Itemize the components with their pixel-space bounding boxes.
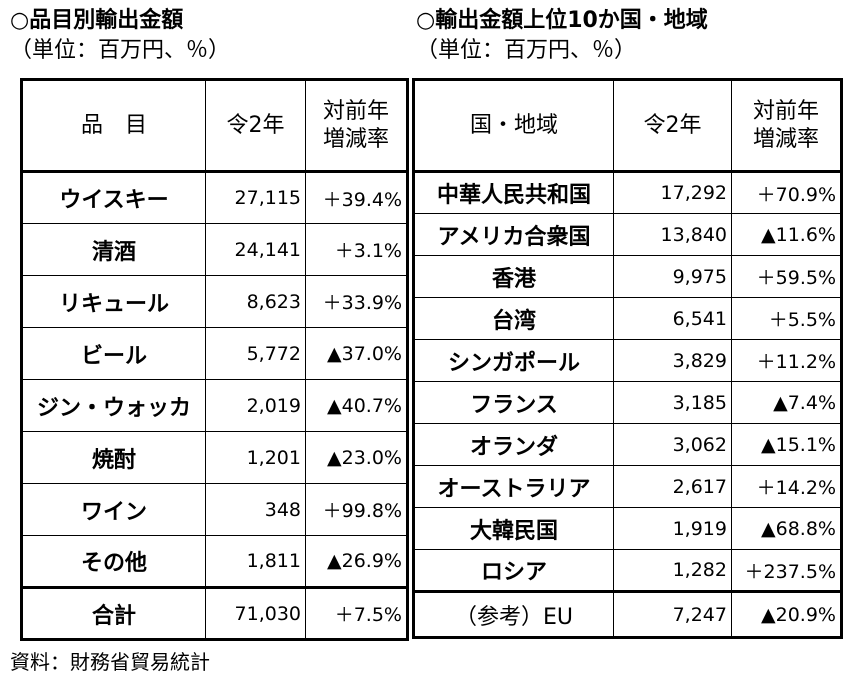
right-table-title: ○輸出金額上位10か国・地域 <box>416 8 708 33</box>
row-rate: ▲40.7% <box>305 379 408 432</box>
table-row: （参考）EU 7,247 ▲20.9% <box>413 590 842 638</box>
row-value: 1,201 <box>205 431 306 484</box>
row-rate: ＋3.1% <box>305 223 408 276</box>
row-value: 27,115 <box>205 171 306 224</box>
row-value: 3,062 <box>613 423 732 466</box>
row-value: 1,811 <box>205 535 306 588</box>
header-country: 国・地域 <box>413 79 614 173</box>
row-name: ロシア <box>413 549 614 592</box>
table-row: ウイスキー 27,115 ＋39.4% <box>21 171 408 224</box>
row-rate: ＋39.4% <box>305 171 408 224</box>
row-rate: ＋5.5% <box>731 297 842 340</box>
row-value: 9,975 <box>613 255 732 298</box>
row-rate: ＋7.5% <box>305 586 408 640</box>
left-table-title: ○品目別輸出金額 <box>10 8 184 33</box>
header-year: 令2年 <box>613 79 732 173</box>
table-row: オランダ 3,062 ▲15.1% <box>413 423 842 466</box>
table-row: 清酒 24,141 ＋3.1% <box>21 223 408 276</box>
row-value: 3,829 <box>613 339 732 382</box>
table-row: フランス 3,185 ▲7.4% <box>413 381 842 424</box>
row-value: 5,772 <box>205 327 306 380</box>
source-note: 資料：財務省貿易統計 <box>10 650 210 674</box>
row-rate: ▲26.9% <box>305 535 408 588</box>
row-name: アメリカ合衆国 <box>413 213 614 256</box>
row-name: 香港 <box>413 255 614 298</box>
row-value: 1,919 <box>613 507 732 550</box>
table-row: 台湾 6,541 ＋5.5% <box>413 297 842 340</box>
table-row: 中華人民共和国 17,292 ＋70.9% <box>413 171 842 214</box>
row-rate: ▲7.4% <box>731 381 842 424</box>
row-value: 8,623 <box>205 275 306 328</box>
row-rate: ▲23.0% <box>305 431 408 484</box>
row-value: 6,541 <box>613 297 732 340</box>
row-value: 2,617 <box>613 465 732 508</box>
left-table-unit: （単位：百万円、％） <box>10 38 231 63</box>
row-value: 24,141 <box>205 223 306 276</box>
row-value: 1,282 <box>613 549 732 592</box>
row-value: 7,247 <box>613 590 732 638</box>
row-name: フランス <box>413 381 614 424</box>
header-rate: 対前年 増減率 <box>731 79 842 173</box>
row-rate: ＋14.2% <box>731 465 842 508</box>
row-name: 清酒 <box>21 223 206 276</box>
row-rate: ＋99.8% <box>305 483 408 536</box>
row-name: その他 <box>21 535 206 588</box>
header-year: 令2年 <box>205 79 306 173</box>
row-value: 13,840 <box>613 213 732 256</box>
right-table-unit: （単位：百万円、％） <box>416 38 637 63</box>
row-value: 348 <box>205 483 306 536</box>
table-row: 大韓民国 1,919 ▲68.8% <box>413 507 842 550</box>
row-value: 17,292 <box>613 171 732 214</box>
header-rate: 対前年 増減率 <box>305 79 408 173</box>
row-rate: ＋237.5% <box>731 549 842 592</box>
row-name: 大韓民国 <box>413 507 614 550</box>
row-name: 中華人民共和国 <box>413 171 614 214</box>
row-value: 71,030 <box>205 586 306 640</box>
row-rate: ▲15.1% <box>731 423 842 466</box>
row-name: 焼酎 <box>21 431 206 484</box>
table-row: その他 1,811 ▲26.9% <box>21 535 408 588</box>
row-rate: ＋11.2% <box>731 339 842 382</box>
row-name: シンガポール <box>413 339 614 382</box>
row-rate: ▲11.6% <box>731 213 842 256</box>
export-by-country-table: 国・地域 令2年 対前年 増減率 中華人民共和国 17,292 ＋70.9% アメリカ… <box>412 78 843 639</box>
table-row: アメリカ合衆国 13,840 ▲11.6% <box>413 213 842 256</box>
row-rate: ▲68.8% <box>731 507 842 550</box>
table-row: 合計 71,030 ＋7.5% <box>21 586 408 640</box>
row-name: （参考）EU <box>413 590 614 638</box>
row-rate: ＋70.9% <box>731 171 842 214</box>
table-row: 香港 9,975 ＋59.5% <box>413 255 842 298</box>
table-row: オーストラリア 2,617 ＋14.2% <box>413 465 842 508</box>
header-item: 品 目 <box>21 79 206 173</box>
table-row: 焼酎 1,201 ▲23.0% <box>21 431 408 484</box>
row-rate: ▲20.9% <box>731 590 842 638</box>
row-value: 2,019 <box>205 379 306 432</box>
row-name: 台湾 <box>413 297 614 340</box>
row-name: オーストラリア <box>413 465 614 508</box>
table-row: ロシア 1,282 ＋237.5% <box>413 549 842 592</box>
row-name: ウイスキー <box>21 171 206 224</box>
row-name: ジン・ウォッカ <box>21 379 206 432</box>
table-row: シンガポール 3,829 ＋11.2% <box>413 339 842 382</box>
table-row: ワイン 348 ＋99.8% <box>21 483 408 536</box>
export-by-item-table: 品 目 令2年 対前年 増減率 ウイスキー 27,115 ＋39.4% 清酒 24,14… <box>20 78 409 641</box>
row-rate: ▲37.0% <box>305 327 408 380</box>
row-name: オランダ <box>413 423 614 466</box>
row-rate: ＋33.9% <box>305 275 408 328</box>
table-row: ジン・ウォッカ 2,019 ▲40.7% <box>21 379 408 432</box>
row-name: ビール <box>21 327 206 380</box>
row-name: リキュール <box>21 275 206 328</box>
row-name: ワイン <box>21 483 206 536</box>
table-row: リキュール 8,623 ＋33.9% <box>21 275 408 328</box>
table-row: ビール 5,772 ▲37.0% <box>21 327 408 380</box>
row-value: 3,185 <box>613 381 732 424</box>
row-name: 合計 <box>21 586 206 640</box>
row-rate: ＋59.5% <box>731 255 842 298</box>
